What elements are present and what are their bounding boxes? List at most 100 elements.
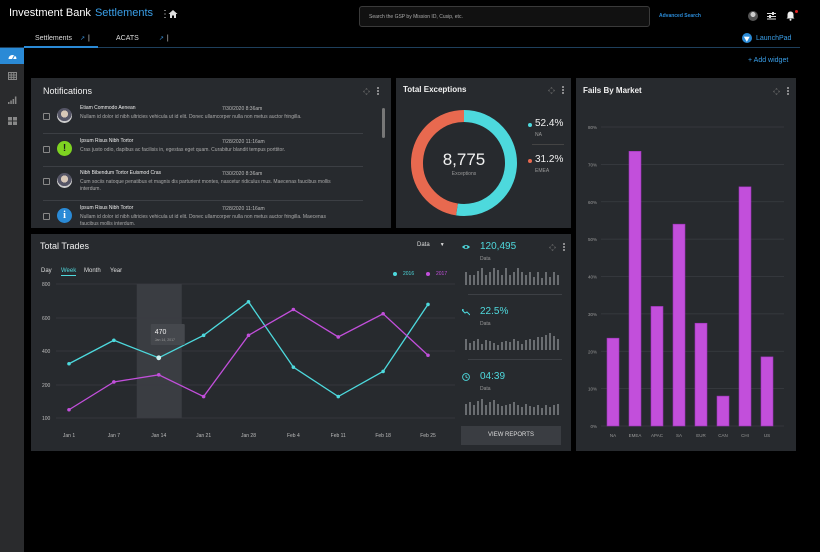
data-point-2016[interactable]	[291, 365, 296, 369]
more-options-icon[interactable]	[562, 86, 564, 94]
user-avatar[interactable]	[748, 11, 758, 21]
nav-table[interactable]	[0, 68, 24, 84]
move-icon[interactable]	[363, 87, 370, 95]
search-input[interactable]: Search the GSP by Mission ID, Cusip, etc…	[359, 6, 650, 27]
bar-apac[interactable]	[650, 306, 664, 427]
bar-sa[interactable]	[672, 223, 686, 427]
settings-sliders-icon[interactable]	[767, 12, 776, 20]
scrollbar[interactable]	[382, 108, 385, 138]
x-tick-label: Feb 4	[287, 433, 300, 439]
sparkline-bar	[517, 267, 519, 285]
data-point-2016[interactable]	[336, 394, 341, 399]
tab-acats[interactable]: ACATS ↗ |	[116, 35, 169, 42]
move-icon[interactable]	[548, 86, 555, 94]
sparkline-bar	[537, 272, 539, 285]
data-point-2016[interactable]	[67, 361, 71, 366]
legend-percent: 31.2%	[535, 154, 564, 165]
exceptions-donut-chart	[411, 110, 517, 216]
caret-down-icon: ▼	[439, 242, 445, 248]
notification-title: Ipsum Risus Nibh Tortor	[80, 205, 134, 211]
bar-na[interactable]	[606, 337, 620, 427]
sparkline-bar	[485, 405, 487, 415]
data-dropdown[interactable]: Data ▼	[417, 242, 445, 248]
more-options-icon[interactable]	[377, 87, 379, 95]
tab-settlements[interactable]: Settlements ↗ |	[24, 31, 98, 48]
data-point-2017[interactable]	[246, 333, 251, 338]
sparkline	[465, 332, 559, 350]
data-point-2016[interactable]	[156, 355, 162, 361]
sparkline-bar	[469, 401, 471, 415]
period-month[interactable]: Month	[84, 268, 101, 274]
sparkline-bar	[489, 271, 491, 285]
sparkline-bar	[497, 269, 499, 285]
app-menu-icon[interactable]: ⋮	[160, 9, 170, 20]
sparkline-bar	[513, 271, 515, 285]
launchpad-link[interactable]: LaunchPad	[742, 33, 791, 43]
period-year[interactable]: Year	[110, 268, 123, 274]
data-point-2016[interactable]	[426, 302, 430, 307]
data-point-2017[interactable]	[67, 407, 71, 412]
notification-checkbox[interactable]	[43, 213, 50, 220]
bar-us[interactable]	[760, 356, 774, 427]
data-point-2017[interactable]	[156, 373, 161, 377]
nav-reports[interactable]	[0, 92, 24, 108]
data-point-2016[interactable]	[246, 300, 251, 304]
sparkline-bar	[505, 341, 507, 350]
bar-eur[interactable]	[694, 322, 708, 427]
data-point-2017[interactable]	[336, 335, 341, 339]
nav-widgets[interactable]	[0, 113, 24, 129]
alert-icon: !	[57, 141, 72, 156]
data-point-2017[interactable]	[426, 353, 430, 358]
move-icon[interactable]	[549, 243, 556, 251]
notification-checkbox[interactable]	[43, 113, 50, 120]
info-icon: i	[57, 208, 72, 223]
data-point-2017[interactable]	[201, 394, 206, 399]
sparkline-bar	[497, 404, 499, 415]
tab-label: Settlements	[35, 35, 72, 42]
move-icon[interactable]	[773, 87, 780, 95]
table-icon	[7, 72, 17, 80]
y-tick-label: 600	[42, 316, 51, 322]
sparkline-bar	[513, 339, 515, 350]
notification-checkbox[interactable]	[43, 178, 50, 185]
sparkline-bar	[473, 405, 475, 415]
bar-can[interactable]	[716, 395, 730, 427]
fails-by-market-panel: Fails By Market 0% 10% 20% 30% 40% 50% 60% 70% 8…	[576, 78, 796, 451]
exceptions-panel: Total Exceptions 8,775 Exceptions 52.4% …	[396, 78, 571, 228]
advanced-search-link[interactable]: Advanced Search	[659, 13, 701, 19]
data-point-2016[interactable]	[201, 333, 206, 338]
add-widget-button[interactable]: + Add widget	[748, 57, 789, 64]
more-options-icon[interactable]	[787, 87, 789, 95]
stat-value: 120,495	[480, 241, 517, 252]
period-day[interactable]: Day	[41, 268, 52, 274]
app-brand[interactable]: Investment Bank Settlements	[9, 7, 153, 19]
home-icon[interactable]	[168, 9, 178, 19]
x-tick-label: CHI	[741, 433, 749, 438]
sparkline-bar	[541, 407, 543, 415]
data-point-2017[interactable]	[112, 380, 116, 384]
bar-emea[interactable]	[628, 150, 642, 427]
sparkline-bar	[521, 343, 523, 350]
legend-2017: 2017	[426, 271, 447, 277]
sparkline-bar	[477, 270, 479, 285]
external-link-icon[interactable]: ↗	[79, 36, 85, 42]
period-week[interactable]: Week	[61, 268, 77, 276]
data-point-2016[interactable]	[381, 369, 385, 374]
external-link-icon[interactable]: ↗	[158, 36, 164, 42]
series-line-2017	[68, 308, 429, 411]
nav-dashboard[interactable]	[0, 48, 24, 64]
data-point-2016[interactable]	[112, 338, 116, 343]
data-point-2017[interactable]	[381, 311, 385, 316]
bar-chi[interactable]	[738, 186, 752, 427]
notification-checkbox[interactable]	[43, 146, 50, 153]
view-reports-button[interactable]: VIEW REPORTS	[461, 426, 561, 445]
sparkline-bar	[533, 406, 535, 415]
sparkline-bar	[553, 405, 555, 415]
more-options-icon[interactable]	[563, 243, 565, 251]
legend-dot	[528, 123, 532, 127]
y-tick-label: 80%	[588, 125, 597, 130]
bell-icon[interactable]	[786, 11, 795, 21]
data-point-2017[interactable]	[291, 307, 296, 312]
notifications-panel: Notifications Etiam Commodo Aenean 7/30/2…	[31, 78, 391, 228]
x-tick-label: Feb 11	[331, 433, 346, 439]
